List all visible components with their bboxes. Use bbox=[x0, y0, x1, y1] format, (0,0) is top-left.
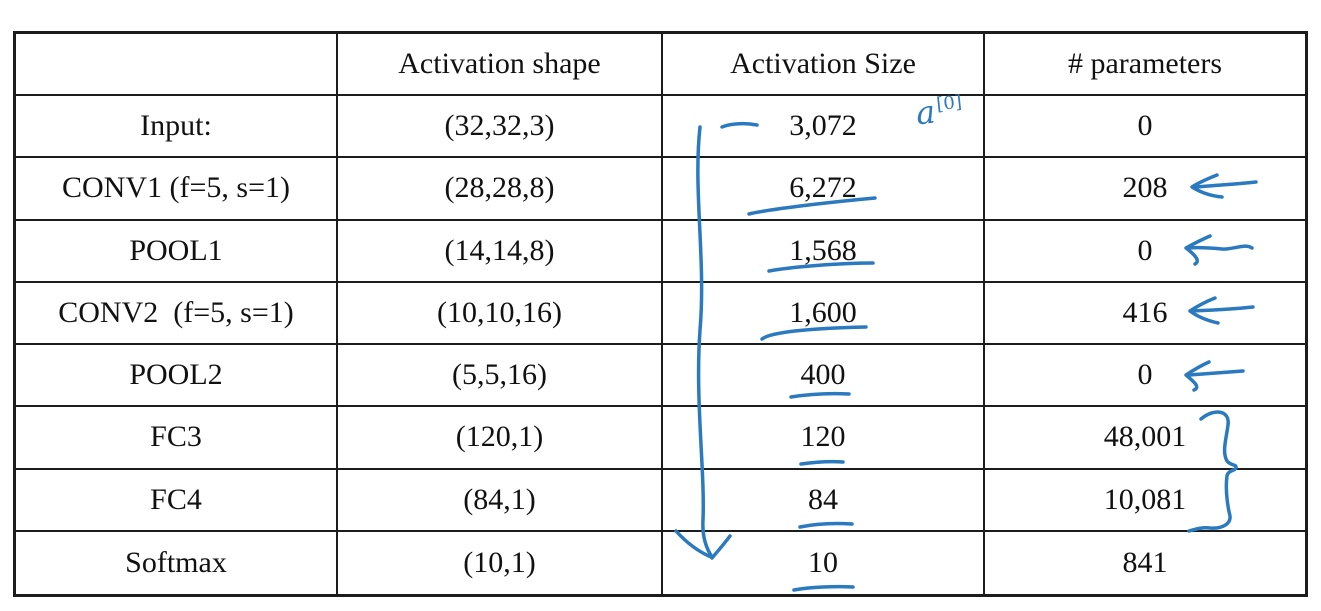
row-label-cell: Input: bbox=[16, 96, 338, 159]
parameters-cell: 0 bbox=[985, 96, 1305, 159]
activation-shape-cell: (14,14,8) bbox=[338, 220, 663, 283]
activation-shape-cell: (28,28,8) bbox=[338, 158, 663, 221]
activation-shape-cell: (84,1) bbox=[338, 469, 663, 532]
activation-size-cell: 3,072 bbox=[663, 96, 985, 159]
activation-size-cell: 1,600 bbox=[663, 282, 985, 345]
header-num-parameters: # parameters bbox=[985, 34, 1305, 96]
parameters-cell: 48,001 bbox=[985, 407, 1305, 470]
activation-shape-cell: (5,5,16) bbox=[338, 345, 663, 408]
row-label-cell: FC4 bbox=[16, 469, 338, 532]
activation-size-cell: 10 bbox=[663, 531, 985, 594]
row-label-cell: FC3 bbox=[16, 407, 338, 470]
activation-size-cell: 120 bbox=[663, 407, 985, 470]
row-label-cell: Softmax bbox=[16, 531, 338, 594]
handwritten-a0-note: a[0] bbox=[914, 92, 964, 133]
header-empty-cell bbox=[16, 34, 338, 96]
a0-superscript: [0] bbox=[935, 92, 963, 116]
parameters-cell: 0 bbox=[985, 221, 1305, 283]
row-label-cell: POOL2 bbox=[16, 345, 338, 408]
parameters-cell: 841 bbox=[1122, 545, 1168, 579]
parameters-cell: 10,081 bbox=[985, 470, 1305, 532]
activation-size-cell: 400 bbox=[663, 345, 985, 408]
parameters-cell: 416 bbox=[985, 283, 1305, 345]
header-activation-shape: Activation shape bbox=[338, 34, 663, 96]
header-activation-size: Activation Size bbox=[663, 34, 985, 96]
parameters-cell: 0 bbox=[985, 345, 1305, 408]
activation-size-cell: 1,568 bbox=[663, 220, 985, 283]
activation-shape-cell: (10,10,16) bbox=[338, 282, 663, 345]
activation-size-cell: 6,272 bbox=[663, 158, 985, 221]
a0-base: a bbox=[914, 92, 938, 133]
activation-shape-cell: (120,1) bbox=[338, 407, 663, 470]
activation-size-cell: 84 bbox=[663, 469, 985, 532]
row-label-cell: POOL1 bbox=[16, 220, 338, 283]
activation-shape-cell: (10,1) bbox=[338, 531, 663, 594]
cnn-layer-parameters-table: Activation shape Activation Size # param… bbox=[13, 31, 1308, 597]
parameters-cell: 208 bbox=[985, 158, 1305, 221]
row-label-cell: CONV2 (f=5, s=1) bbox=[16, 282, 338, 345]
activation-shape-cell: (32,32,3) bbox=[338, 96, 663, 159]
row-label-cell: CONV1 (f=5, s=1) bbox=[16, 158, 338, 221]
